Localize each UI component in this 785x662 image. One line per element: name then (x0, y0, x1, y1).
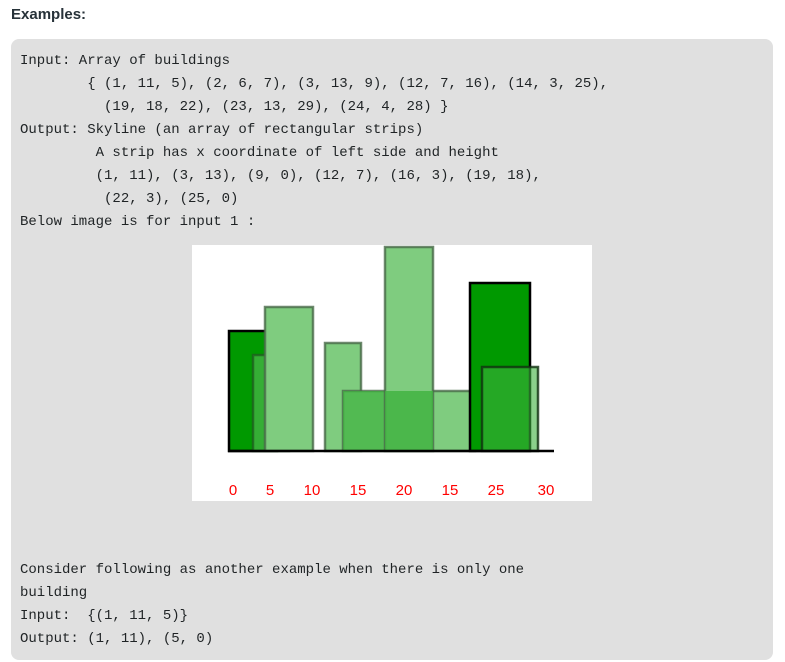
code-line-5: A strip has x coordinate of left side an… (20, 145, 499, 161)
building-light-8 (480, 365, 540, 453)
code-line-10: building (20, 585, 88, 601)
code-line-1: Input: Array of buildings (20, 53, 231, 69)
code-line-11: Input: {(1, 11, 5)} (20, 608, 189, 624)
code-line-12: Output: (1, 11), (5, 0) (20, 631, 214, 647)
building-light-3 (263, 305, 315, 453)
tick-label-4: 15 (350, 482, 367, 499)
examples-heading: Examples: (11, 6, 87, 23)
tick-label-5: 20 (396, 482, 413, 499)
skyline-diagram: 0 5 10 15 20 15 25 30 (227, 245, 555, 499)
code-line-7: (22, 3), (25, 0) (20, 191, 239, 207)
tick-label-7: 25 (488, 482, 505, 499)
code-line-4: Output: Skyline (an array of rectangular… (20, 122, 424, 138)
code-line-2: { (1, 11, 5), (2, 6, 7), (3, 13, 9), (12… (20, 76, 609, 92)
skyline-figure: 0 5 10 15 20 15 25 30 (192, 245, 592, 501)
code-line-3: (19, 18, 22), (23, 13, 29), (24, 4, 28) … (20, 99, 449, 115)
tick-label-2: 5 (266, 482, 274, 499)
code-line-8: Below image is for input 1 : (20, 214, 256, 230)
building-overlap-5a (343, 391, 385, 451)
example-code-block: Input: Array of buildings { (1, 11, 5), … (11, 39, 773, 660)
building-overlap-6a (385, 391, 433, 451)
tick-label-8: 30 (538, 482, 555, 499)
code-line-9: Consider following as another example wh… (20, 562, 525, 578)
tick-label-3: 10 (304, 482, 321, 499)
tick-label-1: 0 (229, 482, 237, 499)
tick-label-6: 15 (442, 482, 459, 499)
code-line-6: (1, 11), (3, 13), (9, 0), (12, 7), (16, … (20, 168, 541, 184)
